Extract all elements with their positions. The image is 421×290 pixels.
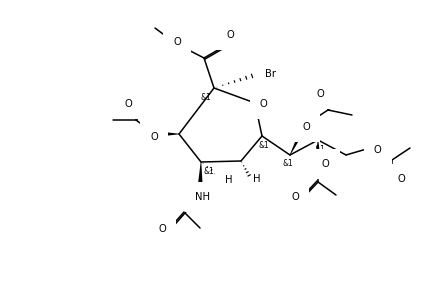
Text: O: O: [291, 192, 299, 202]
Text: O: O: [150, 132, 158, 142]
Text: Br: Br: [265, 69, 276, 79]
Text: O: O: [226, 30, 234, 40]
Text: NH: NH: [195, 192, 210, 202]
Text: O: O: [316, 89, 324, 99]
Text: O: O: [316, 89, 324, 99]
Text: O: O: [173, 37, 181, 47]
Text: O: O: [322, 159, 330, 169]
Text: &1: &1: [282, 160, 293, 168]
Polygon shape: [155, 131, 179, 137]
Text: H: H: [225, 175, 232, 185]
Text: O: O: [302, 122, 310, 132]
Text: Br: Br: [265, 69, 276, 79]
Text: O: O: [397, 174, 405, 184]
Polygon shape: [197, 162, 203, 192]
Text: &1: &1: [204, 166, 214, 175]
Text: O: O: [158, 224, 166, 234]
Text: O: O: [291, 192, 299, 202]
Text: O: O: [374, 145, 382, 155]
Text: NH: NH: [195, 192, 210, 202]
Text: &1: &1: [314, 144, 325, 153]
Text: H: H: [253, 174, 261, 184]
Text: O: O: [173, 37, 181, 47]
Text: &1: &1: [231, 166, 241, 175]
Polygon shape: [290, 124, 307, 155]
Text: O: O: [302, 122, 310, 132]
Text: O: O: [260, 99, 268, 109]
Text: &1: &1: [258, 142, 269, 151]
Text: O: O: [124, 99, 132, 109]
Text: &1: &1: [201, 93, 211, 102]
Text: O: O: [374, 145, 382, 155]
Text: H: H: [225, 175, 232, 185]
Text: O: O: [158, 224, 166, 234]
Text: O: O: [322, 159, 330, 169]
Text: O: O: [397, 174, 405, 184]
Text: O: O: [124, 99, 132, 109]
Text: O: O: [260, 99, 268, 109]
Text: O: O: [226, 30, 234, 40]
Text: O: O: [150, 132, 158, 142]
Polygon shape: [315, 140, 321, 162]
